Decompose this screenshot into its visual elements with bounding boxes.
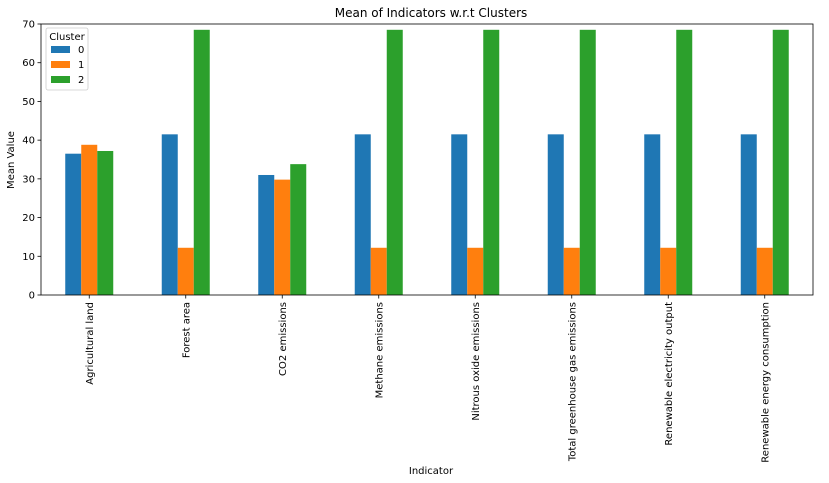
bar-cluster-2-7	[772, 29, 789, 296]
bar-cluster-0-0	[65, 153, 82, 295]
x-tick-label: Renewable energy consumption	[760, 302, 771, 463]
legend-label-1: 1	[78, 60, 84, 71]
y-tick-label: 0	[29, 291, 35, 302]
bar-cluster-1-3	[370, 247, 387, 295]
bar-cluster-0-2	[258, 174, 275, 295]
bar-cluster-0-4	[451, 134, 468, 295]
legend-swatch-0	[51, 46, 70, 53]
bar-cluster-2-2	[290, 164, 307, 295]
legend-label-2: 2	[78, 75, 84, 86]
bar-cluster-2-1	[193, 29, 210, 296]
bar-cluster-2-5	[579, 29, 596, 296]
bar-cluster-0-5	[547, 134, 564, 295]
x-tick-label: CO2 emissions	[278, 302, 289, 376]
bar-cluster-1-2	[274, 179, 291, 295]
bar-cluster-0-6	[644, 134, 661, 295]
y-tick-label: 20	[22, 213, 35, 224]
legend-label-0: 0	[78, 45, 84, 56]
x-tick-label: Nitrous oxide emissions	[471, 302, 482, 421]
y-tick-label: 60	[22, 58, 35, 69]
bars-group	[65, 29, 789, 296]
bar-cluster-1-5	[563, 247, 580, 295]
x-tick-label: Agricultural land	[85, 302, 96, 385]
y-tick-label: 70	[22, 20, 35, 31]
x-tick-label: Methane emissions	[374, 302, 385, 398]
bar-cluster-2-0	[97, 150, 114, 295]
bar-cluster-1-0	[81, 144, 98, 295]
bar-cluster-1-4	[467, 247, 484, 295]
bar-cluster-2-3	[386, 29, 403, 296]
bar-cluster-2-4	[483, 29, 500, 296]
y-axis-ticks: 0 10 20 30 40 50 60 70	[22, 20, 41, 302]
y-tick-label: 30	[22, 174, 35, 185]
bar-cluster-0-1	[161, 134, 178, 295]
x-tick-label: Forest area	[181, 302, 192, 358]
bar-cluster-0-7	[740, 134, 757, 295]
x-tick-label: Renewable electricity output	[664, 302, 675, 446]
chart-title: Mean of Indicators w.r.t Clusters	[335, 6, 528, 20]
legend: Cluster 0 1 2	[45, 27, 89, 91]
y-tick-label: 50	[22, 97, 35, 108]
y-tick-label: 40	[22, 136, 35, 147]
bar-cluster-0-3	[354, 134, 371, 295]
bar-cluster-1-1	[177, 247, 194, 295]
x-tick-label: Total greenhouse gas emissions	[567, 302, 578, 462]
legend-swatch-2	[51, 76, 70, 83]
bar-cluster-2-6	[676, 29, 693, 296]
bar-cluster-1-7	[756, 247, 773, 295]
legend-swatch-1	[51, 61, 70, 68]
legend-box	[45, 27, 89, 91]
legend-title: Cluster	[49, 32, 85, 43]
x-axis-label: Indicator	[409, 466, 454, 477]
y-axis-label: Mean Value	[6, 131, 17, 189]
y-tick-label: 10	[22, 252, 35, 263]
bar-cluster-1-6	[660, 247, 677, 295]
plot-frame	[40, 23, 814, 296]
x-axis-ticks: Agricultural land Forest area CO2 emission…	[85, 295, 771, 463]
